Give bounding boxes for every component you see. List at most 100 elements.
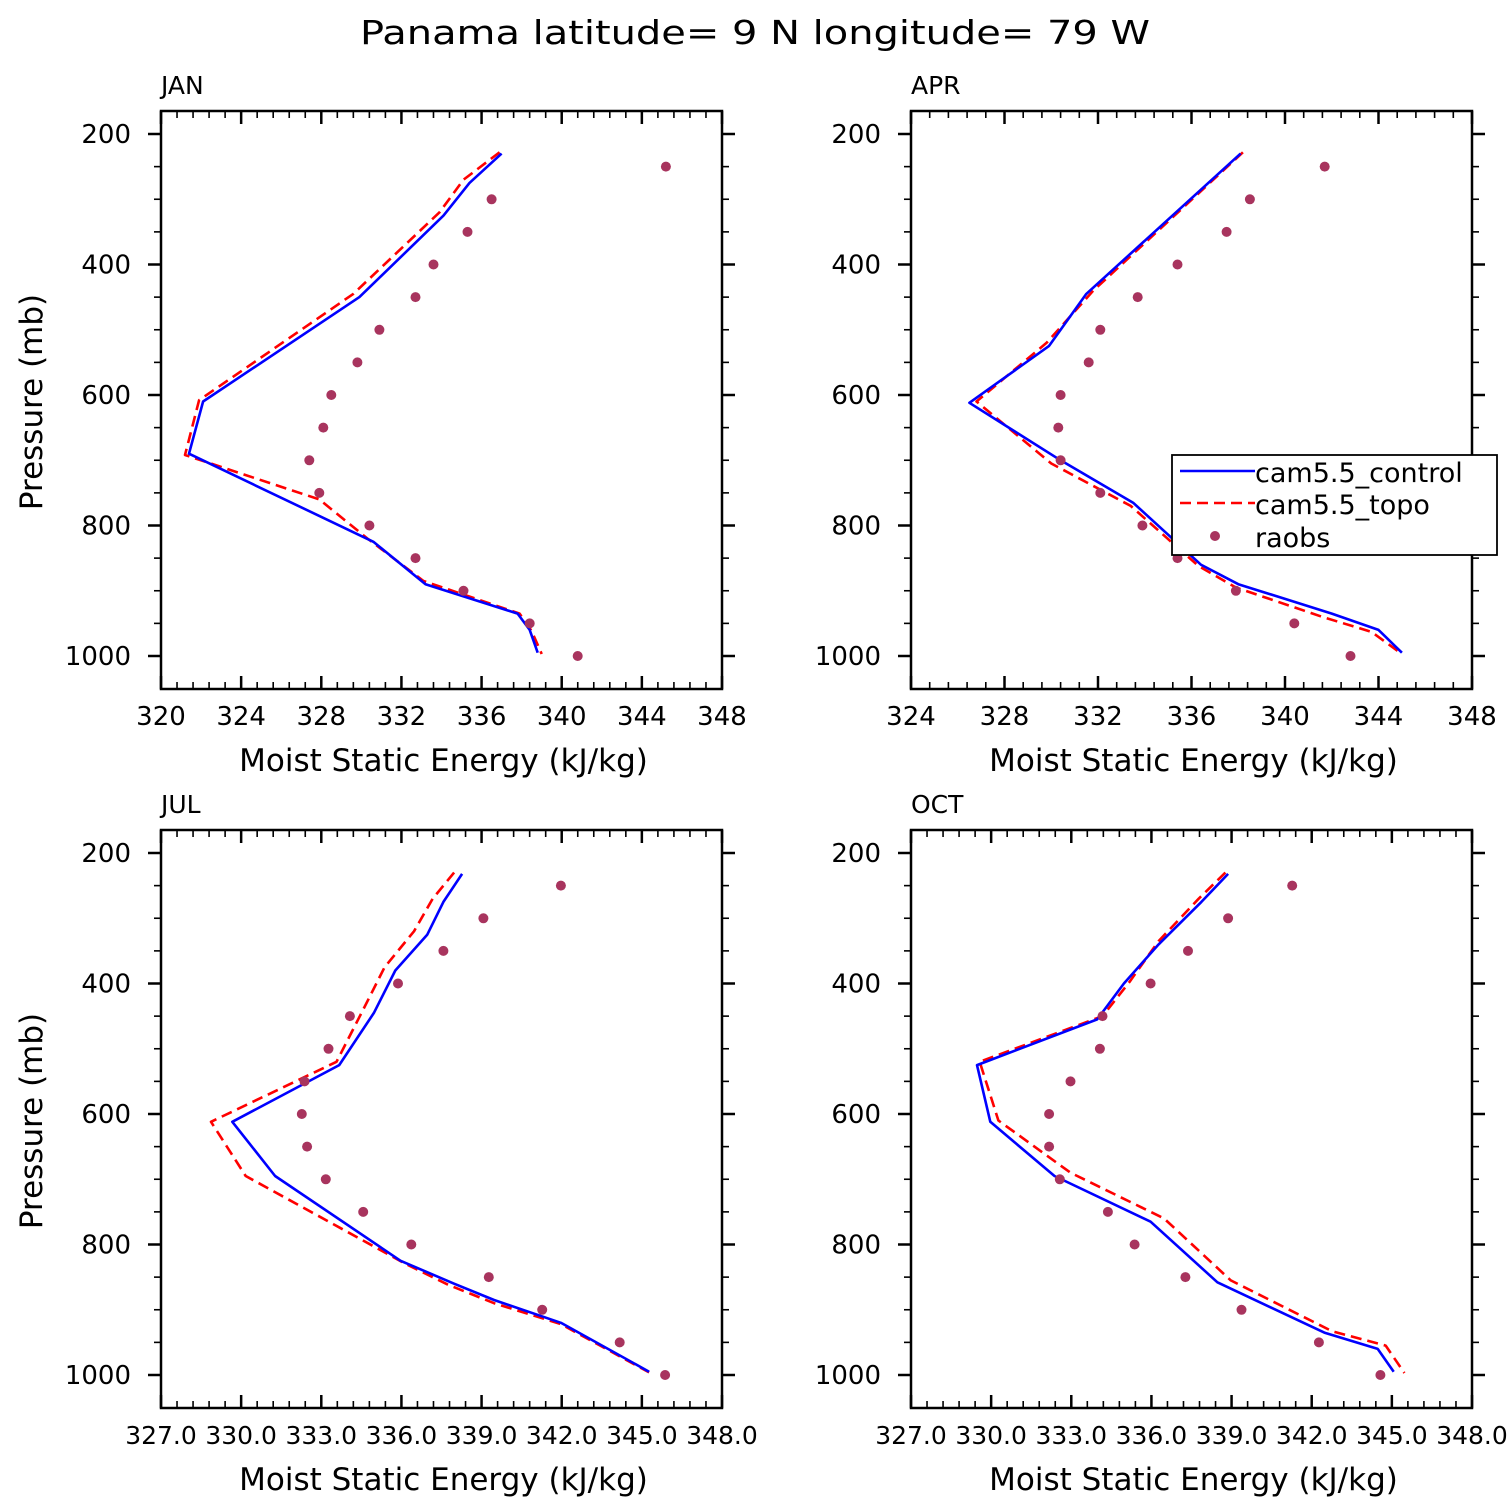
raobs-point <box>483 1272 494 1283</box>
raobs-point <box>1054 1174 1065 1185</box>
raobs-point <box>1287 880 1298 891</box>
raobs-point <box>1044 1109 1055 1119</box>
raobs-point <box>393 978 403 989</box>
x-tick-label: 320 <box>136 702 186 732</box>
panel-title: APR <box>911 71 961 100</box>
raobs-point <box>1180 1272 1191 1283</box>
y-tick-label: 1000 <box>815 642 881 672</box>
panel-jul: JUL 327.0 330.0 333.0 336.0 339.0 342.0 345.0 34… <box>14 790 758 1498</box>
raobs-point <box>1132 292 1143 303</box>
y-tick-label: 600 <box>831 381 881 411</box>
series-cam5.5-control-line <box>975 873 1395 1373</box>
x-tick-label: 339.0 <box>1196 1421 1268 1450</box>
panel-oct: OCT 327.0 330.0 333.0 336.0 339.0 342.0 345.0 34… <box>815 790 1508 1498</box>
raobs-point <box>323 1043 334 1054</box>
raobs-point <box>1053 422 1064 433</box>
x-tick-label: 330.0 <box>955 1421 1027 1450</box>
raobs-point <box>458 585 469 596</box>
raobs-point <box>320 1174 331 1185</box>
x-tick-label: 328 <box>296 702 346 732</box>
raobs-point <box>1102 1206 1113 1217</box>
y-tick-label: 200 <box>81 839 131 869</box>
series-cam5.5-topo-line <box>978 871 1406 1374</box>
x-tick-label: 324 <box>216 702 266 732</box>
plot-data <box>968 151 1403 661</box>
y-axis-label: Pressure (mb) <box>14 294 50 510</box>
raobs-point <box>537 1304 548 1315</box>
plot-frame <box>159 828 724 1410</box>
raobs-point <box>410 553 421 564</box>
raobs-point <box>358 1206 369 1217</box>
raobs-point <box>1044 1141 1055 1152</box>
raobs-point <box>555 880 566 891</box>
y-tick-label: 200 <box>831 120 881 150</box>
y-tick-label: 800 <box>831 512 881 542</box>
y-tick-label: 800 <box>81 1231 131 1261</box>
x-tick-label: 348.0 <box>686 1421 758 1450</box>
x-axis-label: Moist Static Energy (kJ/kg) <box>239 743 648 779</box>
y-tick-label: 400 <box>831 251 881 281</box>
legend-control-label: cam5.5_control <box>1255 458 1463 489</box>
raobs-point <box>326 390 337 400</box>
raobs-point <box>352 357 363 368</box>
figure-title: Panama latitude= 9 N longitude= 79 W <box>360 13 1150 52</box>
raobs-point <box>1223 913 1234 924</box>
y-tick-label: 400 <box>81 251 131 281</box>
raobs-point <box>302 1141 313 1152</box>
plot-data <box>975 871 1406 1380</box>
y-tick-label: 600 <box>81 1100 131 1130</box>
legend: cam5.5_control cam5.5_topo raobs <box>1171 454 1498 556</box>
y-axis-label: Pressure (mb) <box>14 1013 50 1229</box>
x-tick-label: 336.0 <box>366 1421 438 1450</box>
raobs-point <box>1183 945 1193 956</box>
raobs-point <box>1097 1011 1108 1022</box>
x-tick-label: 328 <box>980 702 1030 732</box>
raobs-point <box>344 1011 355 1022</box>
raobs-point <box>1375 1370 1386 1380</box>
y-tick-label: 600 <box>831 1100 881 1130</box>
raobs-point <box>374 324 385 335</box>
y-tick-label: 800 <box>81 512 131 542</box>
y-tick-label: 800 <box>831 1231 881 1261</box>
raobs-point <box>1289 618 1300 629</box>
x-tick-label: 336.0 <box>1116 1421 1188 1450</box>
y-tick-label: 1000 <box>65 642 131 672</box>
x-tick-label: 348 <box>697 702 747 732</box>
raobs-point <box>1095 487 1106 498</box>
panel-apr: APR 324 328 332 336 340 344 348 200 400 600 800 1000… <box>815 71 1497 779</box>
raobs-point <box>1244 194 1255 205</box>
x-tick-label: 340 <box>1260 702 1310 732</box>
raobs-point <box>1313 1337 1324 1348</box>
x-tick-label: 339.0 <box>446 1421 518 1450</box>
raobs-point <box>1095 324 1106 335</box>
legend-raobs-dot <box>1210 531 1220 541</box>
x-tick-label: 327.0 <box>875 1421 947 1450</box>
panel-title: JAN <box>159 71 204 100</box>
raobs-point <box>1345 651 1356 661</box>
y-tick-label: 400 <box>831 970 881 1000</box>
raobs-point <box>1129 1239 1140 1250</box>
x-tick-label: 345.0 <box>1356 1421 1428 1450</box>
x-tick-label: 344 <box>1354 702 1404 732</box>
raobs-point <box>299 1076 310 1087</box>
raobs-point <box>428 259 439 270</box>
raobs-point <box>438 945 449 956</box>
panel-title: JUL <box>159 790 201 819</box>
raobs-point <box>314 487 325 498</box>
x-tick-label: 332 <box>377 702 427 732</box>
x-axis-label: Moist Static Energy (kJ/kg) <box>989 743 1398 779</box>
raobs-point <box>1172 259 1183 270</box>
series-cam5.5-topo-line <box>975 151 1403 656</box>
x-tick-label: 348 <box>1447 702 1497 732</box>
raobs-point <box>364 520 375 531</box>
y-tick-label: 600 <box>81 381 131 411</box>
raobs-point <box>1236 1304 1247 1315</box>
series-cam5.5-topo-line <box>209 871 650 1374</box>
legend-raobs-label: raobs <box>1255 523 1330 554</box>
raobs-point <box>1230 585 1241 596</box>
x-tick-label: 333.0 <box>285 1421 357 1450</box>
raobs-point <box>296 1109 307 1119</box>
x-tick-label: 348.0 <box>1436 1421 1508 1450</box>
x-tick-label: 340 <box>537 702 587 732</box>
